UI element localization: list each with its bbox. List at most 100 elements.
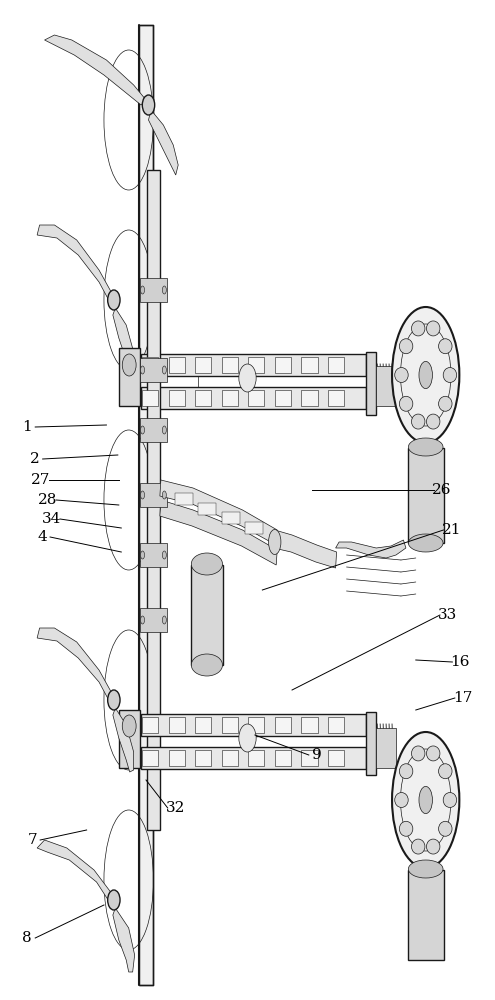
Bar xyxy=(169,717,185,733)
Bar xyxy=(376,728,396,768)
Bar xyxy=(248,357,264,373)
Bar xyxy=(142,717,158,733)
Ellipse shape xyxy=(392,307,459,443)
Ellipse shape xyxy=(427,839,440,854)
Bar xyxy=(301,717,317,733)
Bar xyxy=(222,357,238,373)
Ellipse shape xyxy=(408,860,443,878)
Ellipse shape xyxy=(427,321,440,336)
Text: 17: 17 xyxy=(453,691,473,705)
Ellipse shape xyxy=(411,414,425,429)
Polygon shape xyxy=(245,522,263,534)
Text: 16: 16 xyxy=(450,655,470,669)
Ellipse shape xyxy=(411,839,425,854)
Bar xyxy=(191,565,223,665)
Ellipse shape xyxy=(191,654,223,676)
Ellipse shape xyxy=(419,361,433,389)
Bar xyxy=(148,170,159,830)
Ellipse shape xyxy=(443,793,457,807)
Ellipse shape xyxy=(269,530,281,554)
Bar xyxy=(140,608,167,632)
Polygon shape xyxy=(113,308,134,372)
Bar xyxy=(195,357,211,373)
Ellipse shape xyxy=(162,366,166,374)
Ellipse shape xyxy=(399,339,413,354)
Bar xyxy=(301,390,317,406)
Ellipse shape xyxy=(108,890,120,910)
Ellipse shape xyxy=(141,286,145,294)
Bar xyxy=(328,717,344,733)
Ellipse shape xyxy=(427,414,440,429)
Bar xyxy=(195,750,211,766)
Bar xyxy=(119,348,140,406)
Ellipse shape xyxy=(162,426,166,434)
Text: 33: 33 xyxy=(439,608,457,622)
Polygon shape xyxy=(113,708,134,772)
Ellipse shape xyxy=(191,553,223,575)
Ellipse shape xyxy=(141,616,145,624)
Text: 9: 9 xyxy=(312,748,322,762)
Polygon shape xyxy=(274,530,337,568)
Ellipse shape xyxy=(392,732,459,868)
Bar xyxy=(275,717,291,733)
Ellipse shape xyxy=(162,286,166,294)
Text: 26: 26 xyxy=(432,483,451,497)
Polygon shape xyxy=(222,512,240,524)
Ellipse shape xyxy=(427,746,440,761)
Bar xyxy=(328,390,344,406)
Text: 8: 8 xyxy=(22,931,32,945)
Ellipse shape xyxy=(395,368,408,382)
Polygon shape xyxy=(148,110,178,175)
Ellipse shape xyxy=(399,821,413,836)
Bar xyxy=(248,390,264,406)
Ellipse shape xyxy=(439,764,452,779)
Polygon shape xyxy=(139,25,153,985)
Polygon shape xyxy=(336,540,406,558)
Bar xyxy=(248,717,264,733)
Bar xyxy=(119,710,140,768)
Text: 27: 27 xyxy=(31,473,50,487)
Bar xyxy=(142,357,158,373)
Bar xyxy=(142,390,158,406)
Ellipse shape xyxy=(399,396,413,411)
Polygon shape xyxy=(198,503,216,515)
Polygon shape xyxy=(37,225,113,305)
Bar xyxy=(140,278,167,302)
Polygon shape xyxy=(160,500,277,565)
Bar xyxy=(222,750,238,766)
Ellipse shape xyxy=(162,551,166,559)
Ellipse shape xyxy=(141,551,145,559)
Bar xyxy=(140,358,167,382)
Text: 2: 2 xyxy=(30,452,40,466)
Polygon shape xyxy=(37,840,113,905)
Ellipse shape xyxy=(443,368,457,382)
Bar xyxy=(169,390,185,406)
Bar xyxy=(366,352,376,415)
Ellipse shape xyxy=(439,396,452,411)
Text: 34: 34 xyxy=(42,512,62,526)
Bar xyxy=(140,483,167,507)
Ellipse shape xyxy=(419,786,433,814)
Bar xyxy=(141,747,366,769)
Ellipse shape xyxy=(141,366,145,374)
Text: 7: 7 xyxy=(27,833,37,847)
Bar xyxy=(195,390,211,406)
Ellipse shape xyxy=(141,426,145,434)
Ellipse shape xyxy=(122,715,136,737)
Bar xyxy=(275,750,291,766)
Text: 32: 32 xyxy=(166,801,186,815)
Bar xyxy=(169,357,185,373)
Ellipse shape xyxy=(399,764,413,779)
Bar xyxy=(301,750,317,766)
Ellipse shape xyxy=(239,364,256,392)
Ellipse shape xyxy=(122,354,136,376)
Polygon shape xyxy=(45,35,146,105)
Bar xyxy=(142,750,158,766)
Polygon shape xyxy=(160,480,277,545)
Bar xyxy=(328,750,344,766)
Text: 1: 1 xyxy=(22,420,32,434)
Bar xyxy=(141,354,366,376)
Bar xyxy=(275,357,291,373)
Polygon shape xyxy=(113,908,135,972)
Bar xyxy=(141,714,366,736)
